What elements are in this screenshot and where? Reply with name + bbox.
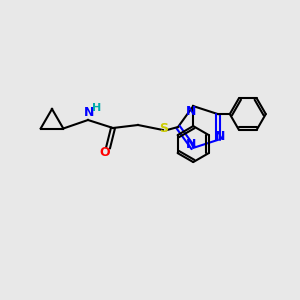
Text: S: S	[160, 122, 169, 134]
Text: N: N	[84, 106, 94, 118]
Text: N: N	[186, 138, 196, 152]
Text: N: N	[186, 105, 196, 118]
Text: O: O	[100, 146, 110, 160]
Text: H: H	[92, 103, 102, 113]
Text: N: N	[214, 130, 225, 143]
